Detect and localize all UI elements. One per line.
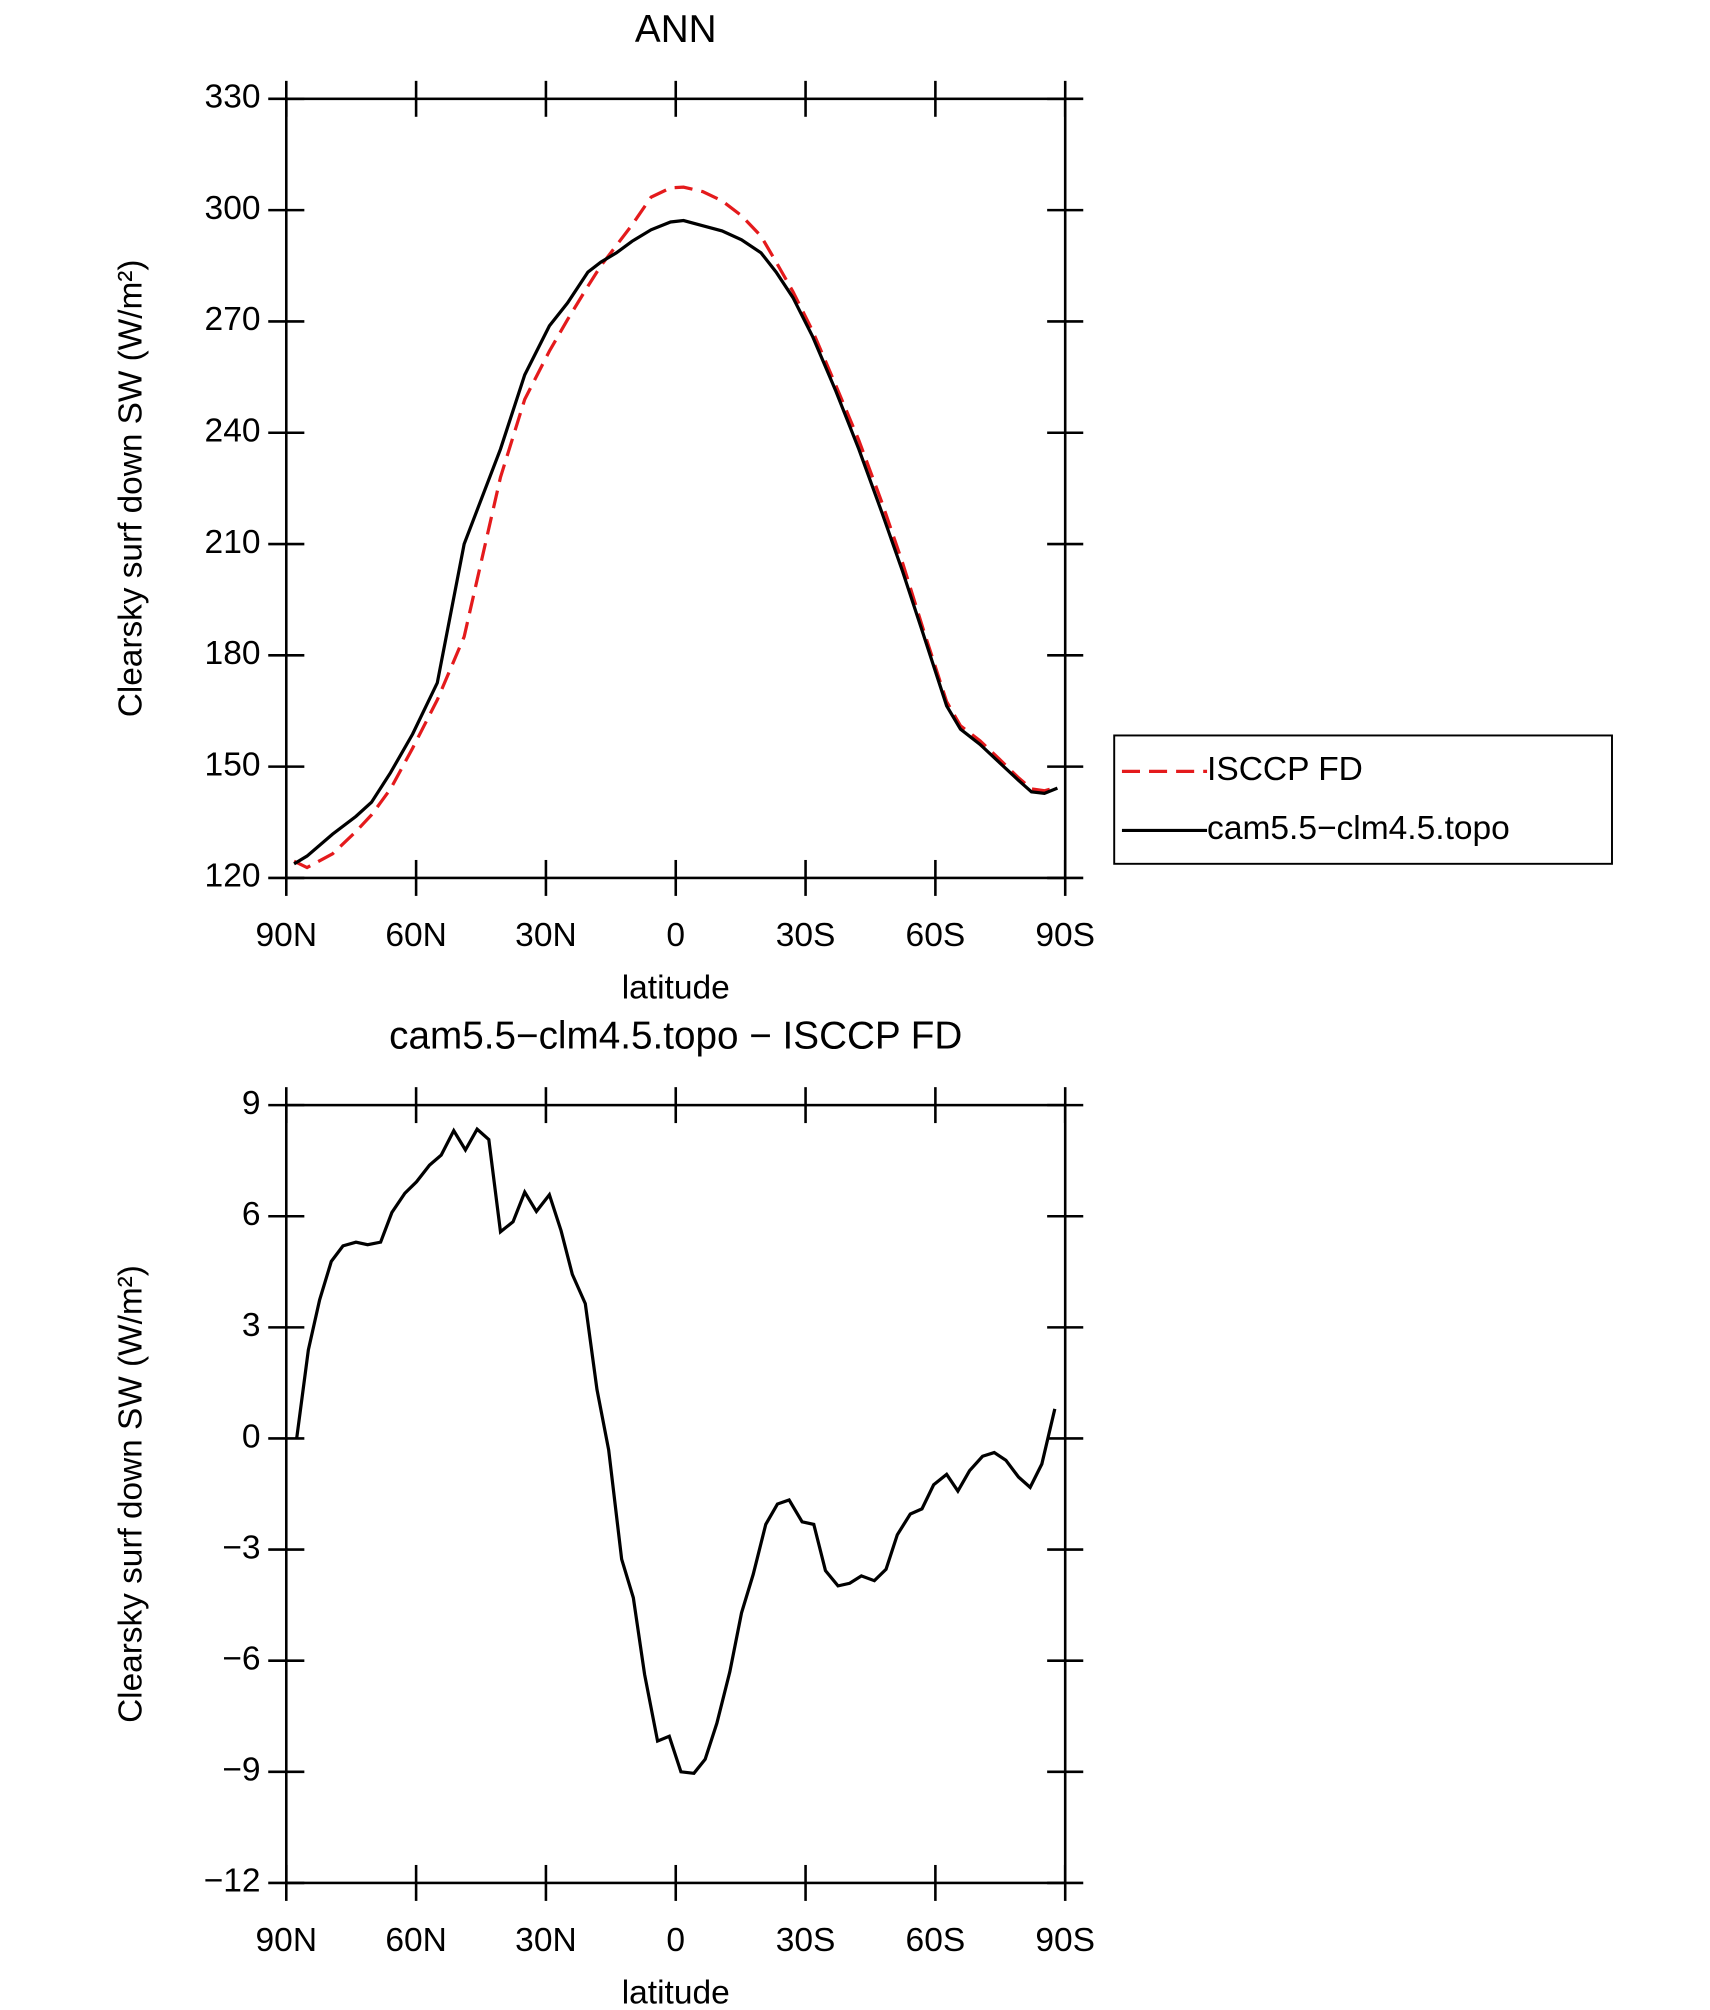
x-tick-label: 0 xyxy=(666,1922,685,1959)
y-tick-label: −6 xyxy=(222,1641,260,1678)
x-tick-label: 30N xyxy=(515,1922,576,1959)
y-tick-label: 330 xyxy=(205,79,261,116)
legend-label: ISCCP FD xyxy=(1207,751,1363,788)
y-tick-label: 6 xyxy=(242,1196,261,1233)
y-tick-label: 270 xyxy=(205,301,261,338)
y-tick-label: 300 xyxy=(205,190,261,227)
y-axis-label: Clearsky surf down SW (W/m²) xyxy=(113,259,150,717)
x-tick-label: 90S xyxy=(1035,1922,1095,1959)
x-tick-label: 90N xyxy=(256,1922,317,1959)
y-tick-label: −12 xyxy=(204,1863,261,1900)
data-line xyxy=(293,185,1058,870)
y-tick-label: −9 xyxy=(222,1752,260,1789)
y-tick-label: 150 xyxy=(205,747,261,784)
x-tick-label: 90N xyxy=(256,917,317,954)
y-tick-label: 240 xyxy=(205,413,261,450)
y-axis-label: Clearsky surf down SW (W/m²) xyxy=(113,1265,150,1723)
chart-title: cam5.5−clm4.5.topo − ISCCP FD xyxy=(389,1015,962,1058)
x-axis-label: latitude xyxy=(622,1974,730,2010)
y-tick-label: 0 xyxy=(242,1418,261,1455)
y-tick-label: 180 xyxy=(205,635,261,672)
x-axis-label: latitude xyxy=(622,969,730,1006)
plot-frame xyxy=(285,1103,1067,1885)
x-tick-label: 60N xyxy=(385,917,446,954)
data-line xyxy=(293,218,1059,866)
x-tick-label: 60S xyxy=(906,917,966,954)
x-tick-label: 30S xyxy=(776,1922,836,1959)
y-tick-label: 210 xyxy=(205,524,261,561)
x-tick-label: 0 xyxy=(666,917,685,954)
x-tick-label: 60N xyxy=(385,1922,446,1959)
x-tick-label: 30S xyxy=(776,917,836,954)
y-tick-label: 120 xyxy=(205,858,261,895)
chart-title: ANN xyxy=(635,8,717,51)
legend-label: cam5.5−clm4.5.topo xyxy=(1207,810,1510,847)
y-tick-label: 3 xyxy=(242,1307,261,1344)
y-tick-label: 9 xyxy=(242,1085,261,1122)
x-tick-label: 30N xyxy=(515,917,576,954)
y-tick-label: −3 xyxy=(222,1529,260,1566)
x-tick-label: 90S xyxy=(1035,917,1095,954)
data-line xyxy=(295,1126,1057,1775)
x-tick-label: 60S xyxy=(906,1922,966,1959)
legend-box xyxy=(1113,734,1613,865)
plot-frame xyxy=(285,97,1067,880)
